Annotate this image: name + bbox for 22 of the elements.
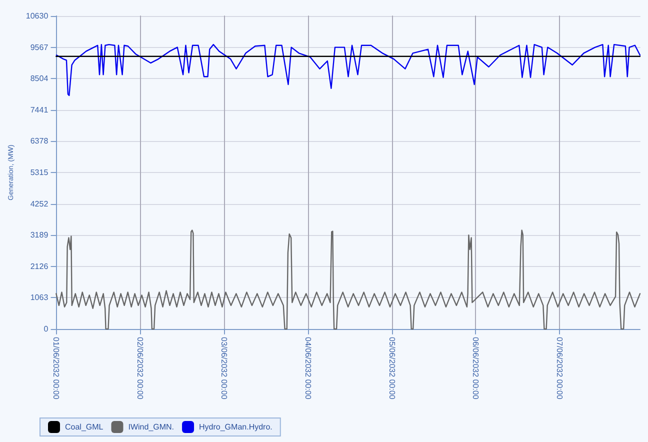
legend-label: IWind_GMN. (128, 422, 174, 432)
legend-label: Coal_GML (65, 422, 104, 432)
y-tick-label: 9567 (30, 42, 49, 52)
y-tick-label: 0 (44, 324, 49, 334)
x-tick-label: 04/06/2032 00:00 (303, 337, 312, 400)
x-tick-label: 06/06/2032 00:00 (471, 337, 480, 400)
y-tick-label: 5315 (30, 168, 49, 177)
x-tick-label: 05/06/2032 00:00 (387, 337, 396, 400)
y-tick-label: 3189 (30, 230, 49, 240)
y-tick-label: 6378 (30, 136, 49, 146)
y-tick-label: 10630 (26, 12, 49, 20)
x-tick-label: 02/06/2032 00:00 (136, 337, 145, 400)
x-tick-label: 03/06/2032 00:00 (219, 337, 228, 400)
x-tick-label: 01/06/2032 00:00 (52, 337, 61, 400)
y-tick-label: 7441 (30, 105, 49, 114)
x-tick-label: 07/06/2032 00:00 (555, 337, 564, 400)
legend-label: Hydro_GMan.Hydro. (199, 422, 272, 432)
y-tick-label: 4252 (30, 199, 49, 208)
y-tick-label: 2126 (30, 262, 49, 271)
line-series (56, 44, 641, 96)
y-tick-label: 8504 (30, 74, 49, 84)
y-tick-label: 1063 (30, 293, 49, 302)
